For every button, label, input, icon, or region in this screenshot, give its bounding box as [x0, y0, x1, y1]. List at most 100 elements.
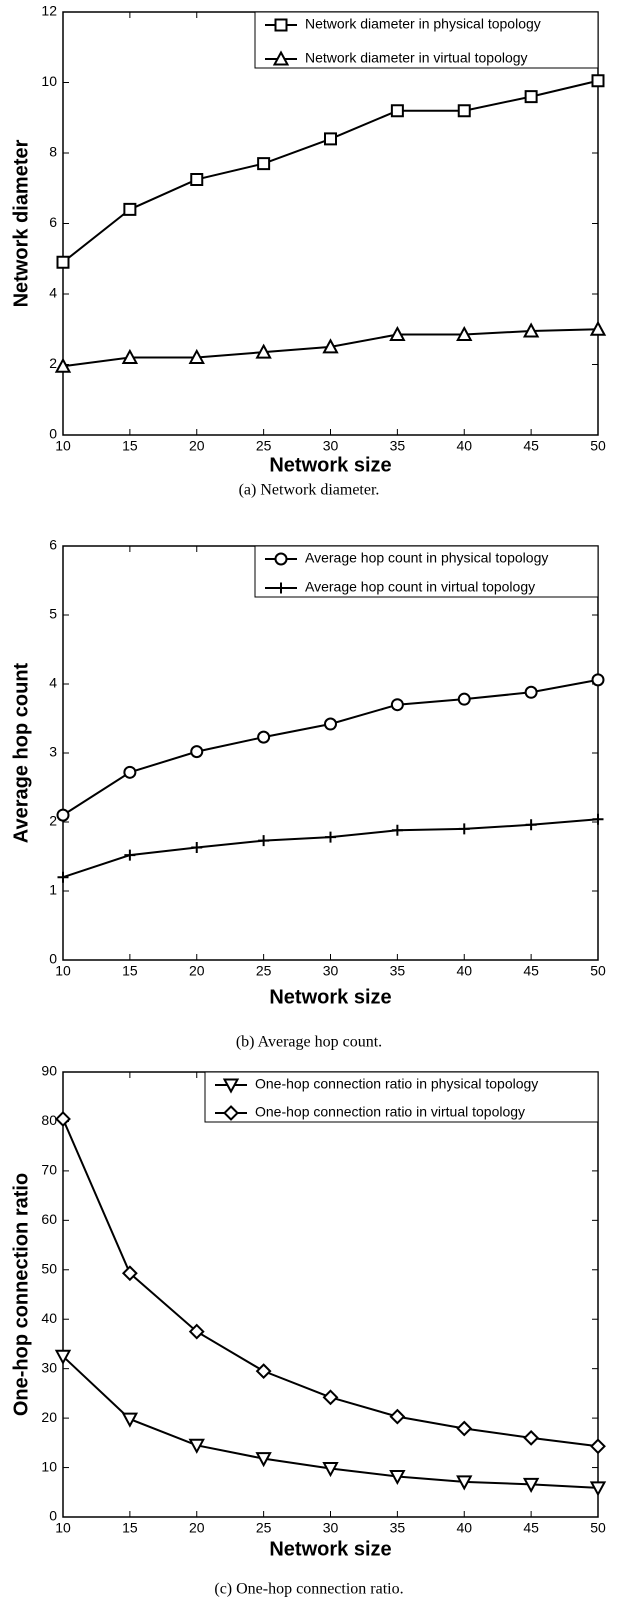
x-tick-label: 25: [256, 1520, 272, 1536]
data-point: [389, 1469, 406, 1486]
x-tick-label: 50: [590, 438, 606, 454]
legend-marker: [223, 1105, 239, 1121]
x-tick-label: 25: [256, 438, 272, 454]
x-tick-label: 15: [122, 438, 138, 454]
data-point: [591, 673, 605, 687]
legend-box: [204, 1071, 599, 1123]
x-tick-label: 45: [523, 963, 539, 979]
x-tick-label: 30: [323, 438, 339, 454]
x-tick-label: 35: [390, 438, 406, 454]
data-point: [56, 255, 70, 269]
x-tick-label: 10: [55, 438, 71, 454]
y-tick-label: 40: [41, 1310, 57, 1326]
caption: (a) Network diameter.: [239, 482, 380, 499]
data-point: [55, 1111, 71, 1127]
data-point: [54, 357, 72, 373]
series-line: [62, 79, 599, 264]
x-tick-label: 15: [122, 1520, 138, 1536]
legend-text: Network diameter in physical topology: [305, 16, 541, 32]
data-point: [523, 1429, 540, 1446]
data-point: [190, 745, 204, 759]
legend-marker: [274, 18, 288, 32]
data-point: [57, 871, 69, 883]
plot-frame: [62, 545, 599, 961]
y-tick-label: 2: [49, 355, 57, 371]
data-point: [590, 1438, 606, 1455]
data-point: [121, 1265, 138, 1282]
x-tick-label: 10: [55, 1520, 71, 1536]
data-point: [257, 157, 271, 171]
data-point: [457, 692, 471, 706]
data-point: [255, 343, 272, 359]
data-point: [457, 104, 471, 118]
data-point: [257, 730, 271, 744]
data-point: [389, 1408, 406, 1425]
data-point: [456, 1475, 473, 1491]
data-point: [390, 698, 404, 712]
y-axis-label: Average hop count: [10, 662, 32, 843]
series-line: [62, 678, 599, 816]
data-point: [121, 1412, 139, 1428]
plot-frame: [62, 11, 599, 436]
x-axis-label: Network size: [269, 986, 391, 1008]
data-point: [591, 74, 605, 88]
legend-box: [254, 11, 599, 69]
y-tick-label: 4: [49, 285, 57, 301]
x-tick-label: 10: [55, 963, 71, 979]
data-point: [524, 90, 538, 104]
x-tick-label: 20: [189, 1520, 205, 1536]
x-axis-label: Network size: [269, 454, 391, 476]
y-tick-label: 10: [41, 1458, 57, 1474]
x-tick-label: 40: [456, 1520, 472, 1536]
data-point: [191, 842, 203, 854]
y-tick-label: 20: [41, 1409, 57, 1425]
data-point: [522, 322, 540, 338]
plot-frame: [62, 1071, 599, 1518]
data-point: [255, 1363, 272, 1380]
y-tick-label: 4: [49, 675, 57, 691]
x-tick-label: 20: [189, 438, 205, 454]
y-tick-label: 6: [49, 537, 57, 553]
legend-marker: [222, 1078, 240, 1094]
data-point: [589, 1481, 607, 1497]
data-point: [188, 1323, 205, 1340]
x-tick-label: 35: [390, 963, 406, 979]
y-axis-label: One-hop connection ratio: [10, 1173, 32, 1416]
data-point: [389, 325, 406, 342]
data-point: [322, 1389, 339, 1406]
x-tick-label: 40: [456, 963, 472, 979]
y-tick-label: 12: [41, 3, 57, 19]
y-tick-label: 6: [49, 214, 57, 230]
y-tick-label: 10: [41, 73, 57, 89]
legend-text: One-hop connection ratio in physical top…: [255, 1076, 538, 1092]
data-point: [190, 172, 204, 186]
data-point: [524, 685, 538, 699]
data-point: [391, 824, 403, 836]
x-axis-label: Network size: [269, 1538, 391, 1560]
x-tick-label: 50: [590, 963, 606, 979]
y-tick-label: 0: [49, 951, 57, 967]
data-point: [258, 835, 270, 847]
data-point: [456, 1420, 473, 1437]
data-point: [123, 202, 137, 216]
x-tick-label: 30: [323, 1520, 339, 1536]
y-tick-label: 5: [49, 606, 57, 622]
data-point: [589, 320, 607, 336]
data-point: [458, 823, 470, 835]
x-tick-label: 35: [390, 1520, 406, 1536]
y-tick-label: 70: [41, 1162, 57, 1178]
legend-marker: [272, 50, 290, 66]
series-line: [62, 818, 599, 879]
data-point: [124, 849, 136, 861]
data-point: [54, 1349, 72, 1365]
y-tick-label: 2: [49, 813, 57, 829]
legend-marker: [274, 552, 288, 566]
data-point: [323, 717, 338, 731]
data-point: [121, 348, 139, 364]
y-tick-label: 0: [49, 1508, 57, 1524]
data-point: [525, 819, 537, 831]
data-point: [456, 325, 473, 342]
y-tick-label: 0: [49, 426, 57, 442]
legend-text: Average hop count in virtual topology: [305, 579, 535, 595]
